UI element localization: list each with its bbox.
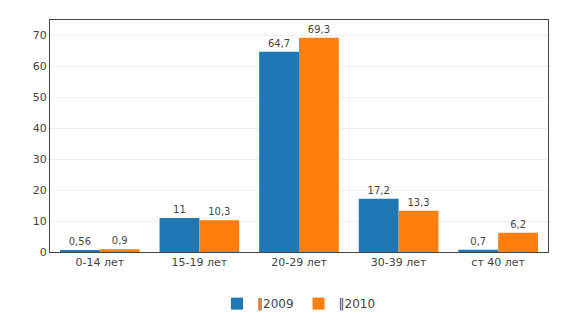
- svg-text:0,56: 0,56: [69, 236, 91, 247]
- svg-text:20: 20: [33, 184, 47, 197]
- svg-text:0,7: 0,7: [470, 236, 486, 247]
- svg-text:17,2: 17,2: [368, 185, 390, 196]
- svg-text:30-39 лет: 30-39 лет: [371, 256, 427, 269]
- svg-text:70: 70: [33, 29, 47, 42]
- svg-text:13,3: 13,3: [407, 197, 429, 208]
- svg-text:6,2: 6,2: [510, 219, 526, 230]
- svg-text:‖2009: ‖2009: [257, 297, 294, 311]
- svg-text:10: 10: [33, 215, 47, 228]
- svg-text:64,7: 64,7: [268, 38, 290, 49]
- svg-text:0-14 лет: 0-14 лет: [75, 256, 124, 269]
- svg-text:0: 0: [40, 246, 47, 259]
- svg-text:50: 50: [33, 91, 47, 104]
- svg-text:11: 11: [173, 204, 186, 215]
- svg-text:0,9: 0,9: [112, 235, 128, 246]
- svg-text:30: 30: [33, 153, 47, 166]
- svg-text:‖2010: ‖2010: [339, 297, 376, 311]
- svg-text:40: 40: [33, 122, 47, 135]
- svg-text:ст 40 лет: ст 40 лет: [471, 256, 525, 269]
- svg-text:10,3: 10,3: [208, 206, 230, 217]
- svg-text:20-29 лет: 20-29 лет: [271, 256, 327, 269]
- svg-text:60: 60: [33, 60, 47, 73]
- svg-text:69,3: 69,3: [308, 24, 330, 35]
- svg-text:15-19 лет: 15-19 лет: [172, 256, 228, 269]
